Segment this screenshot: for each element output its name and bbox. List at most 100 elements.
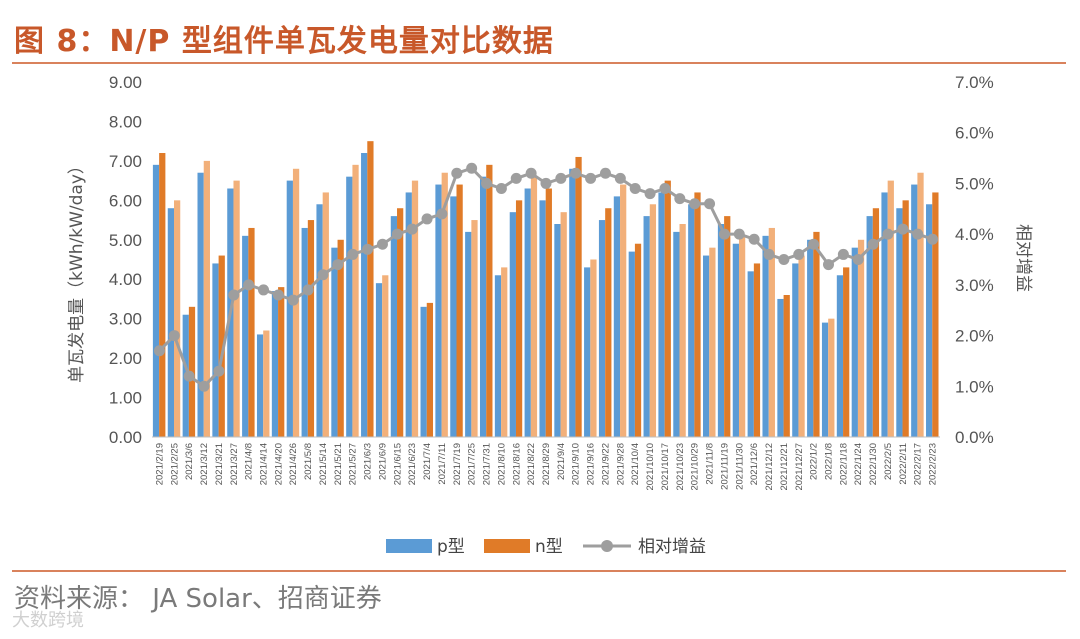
bar-p <box>197 172 204 437</box>
bar-p <box>821 322 829 437</box>
bar-p <box>167 208 175 437</box>
gain-point <box>376 238 388 250</box>
x-tick-label: 2021/12/27 <box>794 443 805 491</box>
bar-p <box>777 298 784 437</box>
y2-tick-label: 7.0% <box>955 73 994 92</box>
x-tick-label: 2021/3/6 <box>184 443 195 480</box>
line-series <box>153 162 939 392</box>
gain-point <box>704 198 716 210</box>
bar-p <box>479 176 487 437</box>
x-tick-label: 2021/12/12 <box>764 443 775 491</box>
bar-n <box>768 227 775 437</box>
bar-p <box>598 220 606 437</box>
bar-p <box>405 192 412 437</box>
gain-point <box>599 167 611 179</box>
gain-point <box>525 167 537 179</box>
y-tick-label: 5.00 <box>109 231 142 250</box>
bar-n <box>515 200 523 437</box>
x-tick-label: 2022/1/30 <box>868 443 879 485</box>
bar-n <box>664 180 671 437</box>
bar-n <box>724 216 731 437</box>
bar-p <box>524 188 531 437</box>
bar-n <box>486 164 493 438</box>
x-tick-label: 2021/10/4 <box>630 443 641 485</box>
x-axis-ticks: 2021/2/19 2021/2/25 2021/3/6 2021/3/12 2021/… <box>154 443 938 491</box>
y2-tick-label: 4.0% <box>955 225 994 244</box>
bar-n <box>397 208 404 437</box>
bar-p <box>152 164 160 438</box>
bar-p <box>509 212 516 437</box>
bar-n <box>307 220 315 437</box>
gain-point <box>332 259 344 271</box>
x-tick-label: 2021/6/15 <box>392 443 403 485</box>
bar-p <box>613 196 621 437</box>
bar-n <box>426 302 434 437</box>
bar-n <box>411 180 419 437</box>
x-tick-label: 2021/5/8 <box>303 443 314 480</box>
x-tick-label: 2022/1/24 <box>853 443 864 485</box>
legend-marker-gain <box>601 540 613 552</box>
bar-p <box>658 192 665 437</box>
x-tick-label: 2021/6/3 <box>363 443 374 480</box>
bar-n <box>813 231 820 437</box>
bar-n <box>753 263 761 437</box>
bar-p <box>717 224 725 437</box>
gain-point <box>778 254 790 265</box>
x-tick-label: 2021/5/14 <box>318 443 329 485</box>
y-axis-label: 单瓦发电量（kWh/kW/day） <box>67 157 87 383</box>
gain-point <box>495 183 507 194</box>
y2-tick-label: 1.0% <box>955 377 994 396</box>
bar-n <box>233 180 240 437</box>
bar-n <box>857 239 865 437</box>
y-axis-ticks: 0.00 1.00 2.00 3.00 4.00 5.00 6.00 7.00 8.00 9.00 <box>109 73 142 447</box>
x-tick-label: 2021/7/11 <box>437 443 448 485</box>
x-tick-label: 2022/1/18 <box>838 443 849 485</box>
bar-p <box>911 184 918 437</box>
x-tick-label: 2021/9/22 <box>601 443 612 485</box>
y-tick-label: 6.00 <box>109 191 142 210</box>
bar-p <box>643 216 650 437</box>
bar-p <box>242 235 249 437</box>
gain-point <box>822 259 834 271</box>
x-tick-label: 2021/9/10 <box>571 443 582 485</box>
bar-p <box>673 231 680 437</box>
legend-swatch-n <box>484 539 530 553</box>
y-tick-label: 4.00 <box>109 270 142 289</box>
bar-n <box>932 192 939 437</box>
gain-point <box>481 177 493 189</box>
x-tick-label: 2021/5/27 <box>348 443 359 485</box>
gain-point <box>258 284 270 296</box>
x-tick-label: 2021/5/21 <box>333 443 344 485</box>
x-tick-label: 2021/4/26 <box>288 443 299 485</box>
bar-n <box>248 227 255 437</box>
x-tick-label: 2021/9/28 <box>615 443 626 485</box>
bar-p <box>212 263 219 437</box>
figure-title: 图 8：N/P 型组件单瓦发电量对比数据 <box>14 24 554 59</box>
gain-point <box>674 193 686 205</box>
gain-point <box>317 269 329 281</box>
bar-p <box>851 247 858 437</box>
gain-point <box>272 289 284 301</box>
bar-p <box>836 275 844 437</box>
y2-tick-label: 6.0% <box>955 124 994 143</box>
bar-p <box>881 192 888 437</box>
bar-p <box>390 216 398 437</box>
x-tick-label: 2022/2/11 <box>898 443 909 485</box>
bar-n <box>828 318 835 437</box>
bar-n <box>441 172 448 437</box>
x-tick-label: 2021/8/29 <box>541 443 552 485</box>
x-tick-label: 2021/4/14 <box>259 443 270 485</box>
gain-point <box>748 233 760 245</box>
gain-point <box>629 183 641 194</box>
bar-p <box>271 291 279 437</box>
x-tick-label: 2021/7/19 <box>452 443 463 485</box>
bar-p <box>792 263 799 437</box>
gain-point <box>659 183 671 194</box>
gain-point <box>183 370 195 382</box>
bar-p <box>331 247 338 437</box>
bar-p <box>569 168 576 437</box>
bar-n <box>902 200 909 437</box>
x-tick-label: 2021/2/19 <box>154 443 165 485</box>
gain-point <box>882 228 894 240</box>
gain-point <box>362 243 374 255</box>
